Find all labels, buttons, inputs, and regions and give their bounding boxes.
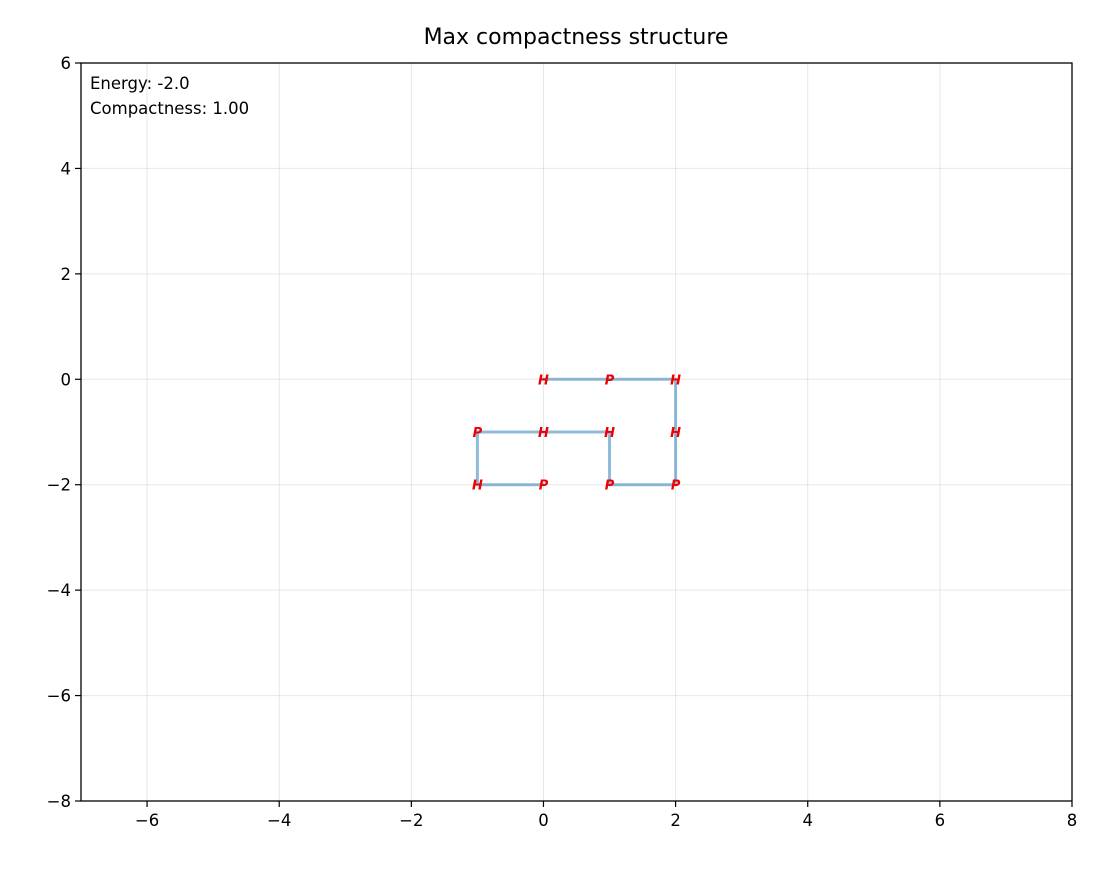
residue-label: H bbox=[670, 426, 681, 441]
x-tick-label: −6 bbox=[135, 811, 159, 830]
y-tick-label: −2 bbox=[47, 476, 71, 495]
y-tick-label: −8 bbox=[47, 792, 71, 811]
x-tick-label: 2 bbox=[670, 811, 681, 830]
residue-labels: H P H H P P H H P H P bbox=[472, 373, 681, 493]
residue-label: H bbox=[472, 479, 483, 494]
x-tick-label: 8 bbox=[1067, 811, 1078, 830]
residue-label: P bbox=[671, 479, 681, 494]
residue-label: H bbox=[538, 426, 549, 441]
annotations: Energy: -2.0 Compactness: 1.00 bbox=[90, 74, 249, 118]
annotation-text: Energy: -2.0 bbox=[90, 74, 190, 93]
y-tick-label: 2 bbox=[61, 265, 72, 284]
chain-series bbox=[475, 377, 678, 487]
y-tick-label: 4 bbox=[61, 159, 72, 178]
residue-label: P bbox=[605, 479, 615, 494]
residue-label: H bbox=[604, 426, 615, 441]
residue-label: P bbox=[605, 373, 615, 388]
y-tick-label: −4 bbox=[47, 581, 71, 600]
chain-line bbox=[475, 377, 678, 487]
residue-label: H bbox=[670, 373, 681, 388]
x-tick-label: 0 bbox=[538, 811, 549, 830]
y-tick-label: 6 bbox=[61, 54, 72, 73]
x-tick-label: −2 bbox=[399, 811, 423, 830]
y-tick-label: 0 bbox=[61, 370, 72, 389]
y-tick-label: −6 bbox=[47, 687, 71, 706]
residue-label: H bbox=[538, 373, 549, 388]
chart-title: Max compactness structure bbox=[424, 25, 729, 50]
axis-ticks: −6 −4 −2 0 2 4 6 8 −8 −6 −4 −2 0 2 4 6 bbox=[47, 54, 1078, 830]
annotation-text: Compactness: 1.00 bbox=[90, 99, 249, 118]
residue-label: P bbox=[539, 479, 549, 494]
x-tick-label: 4 bbox=[802, 811, 813, 830]
x-tick-label: −4 bbox=[267, 811, 291, 830]
plot-frame bbox=[80, 62, 1073, 802]
x-tick-label: 6 bbox=[935, 811, 946, 830]
residue-label: P bbox=[473, 426, 483, 441]
